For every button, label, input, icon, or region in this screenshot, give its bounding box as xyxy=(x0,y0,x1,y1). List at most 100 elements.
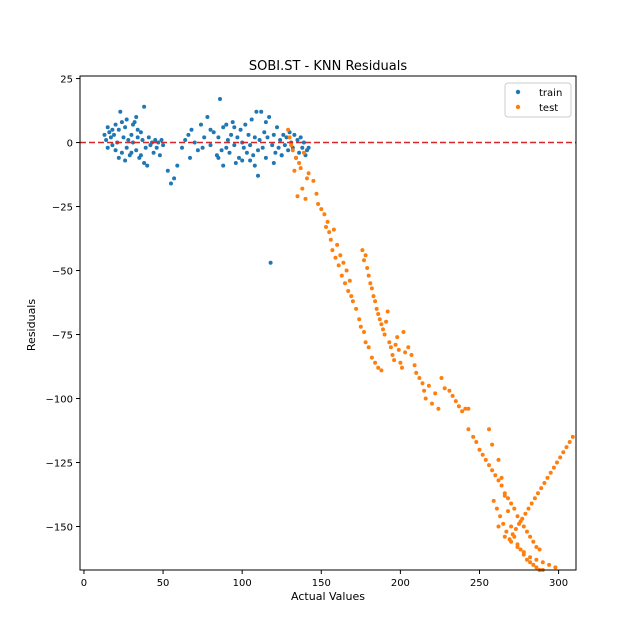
test-point xyxy=(409,353,414,357)
test-point xyxy=(491,498,496,503)
test-point xyxy=(290,148,295,153)
test-point xyxy=(480,452,485,457)
test-point xyxy=(331,227,336,232)
test-point xyxy=(314,191,319,196)
train-point xyxy=(271,132,276,137)
train-point xyxy=(123,125,128,130)
test-point xyxy=(379,322,384,327)
test-point xyxy=(335,242,340,247)
train-point xyxy=(273,150,278,155)
train-point xyxy=(110,127,115,132)
test-point xyxy=(369,286,374,291)
test-point xyxy=(520,516,525,521)
train-point xyxy=(157,153,162,158)
test-point xyxy=(316,202,321,206)
train-point xyxy=(252,163,257,168)
test-point xyxy=(502,493,507,498)
train-point xyxy=(119,120,124,125)
train-point xyxy=(225,138,230,142)
test-point xyxy=(463,406,468,411)
test-point xyxy=(403,350,408,355)
test-point xyxy=(545,475,550,480)
y-tick-label: 25 xyxy=(60,75,73,86)
train-point xyxy=(256,173,260,178)
train-point xyxy=(156,140,161,145)
test-point xyxy=(490,468,495,473)
test-point xyxy=(540,560,545,565)
train-point xyxy=(192,140,197,145)
test-point xyxy=(426,383,431,388)
test-point xyxy=(551,465,556,470)
test-point xyxy=(496,457,501,462)
train-point xyxy=(104,138,109,142)
test-point xyxy=(528,555,533,560)
train-point xyxy=(118,109,123,114)
train-point xyxy=(211,130,216,135)
test-point xyxy=(523,511,528,516)
test-point xyxy=(517,521,521,526)
x-tick-label: 50 xyxy=(157,578,170,589)
test-point xyxy=(493,473,498,478)
train-point xyxy=(110,143,115,148)
train-point xyxy=(188,155,192,160)
y-tick-label: −50 xyxy=(52,267,73,278)
train-point xyxy=(237,155,241,160)
test-point xyxy=(344,268,349,273)
test-point xyxy=(347,278,352,283)
test-point xyxy=(362,258,366,263)
train-point xyxy=(251,153,256,158)
test-point xyxy=(525,529,529,534)
test-point xyxy=(287,135,292,140)
test-point xyxy=(382,332,387,337)
train-point xyxy=(208,143,213,148)
test-point xyxy=(343,281,347,286)
test-point xyxy=(395,335,400,340)
test-point xyxy=(298,166,303,171)
test-point xyxy=(357,317,362,322)
test-point xyxy=(390,353,395,357)
test-point xyxy=(502,534,507,539)
test-point xyxy=(501,521,506,526)
train-point xyxy=(112,132,116,137)
test-point xyxy=(537,547,542,552)
train-point xyxy=(135,135,140,140)
test-point xyxy=(531,539,536,544)
legend-label-train: train xyxy=(539,88,562,99)
train-point xyxy=(140,138,145,142)
train-point xyxy=(208,127,213,132)
train-point xyxy=(306,145,311,150)
train-point xyxy=(146,135,151,140)
test-point xyxy=(433,391,438,396)
test-point xyxy=(297,161,302,165)
train-point xyxy=(142,104,147,109)
train-point xyxy=(252,135,257,140)
test-point xyxy=(450,393,455,398)
train-point xyxy=(260,145,265,150)
test-point xyxy=(339,273,344,278)
test-point xyxy=(368,281,373,286)
test-point xyxy=(396,347,401,352)
train-point xyxy=(195,148,200,153)
test-point xyxy=(509,501,514,506)
train-point xyxy=(259,109,264,114)
test-point xyxy=(496,478,501,483)
test-point xyxy=(401,330,406,334)
test-point xyxy=(377,317,382,322)
legend-label-test: test xyxy=(539,103,558,114)
test-point xyxy=(490,442,495,447)
test-point xyxy=(412,363,417,368)
plot-marks xyxy=(80,97,576,572)
train-point xyxy=(153,138,158,142)
test-point xyxy=(388,345,393,350)
test-point xyxy=(336,263,341,268)
test-point xyxy=(422,388,427,393)
train-point xyxy=(268,260,273,265)
test-point xyxy=(333,255,338,260)
train-point xyxy=(284,135,289,140)
test-point xyxy=(301,150,306,155)
train-point xyxy=(224,145,229,150)
test-point xyxy=(385,309,390,314)
train-point xyxy=(275,125,279,130)
train-point xyxy=(134,115,139,119)
